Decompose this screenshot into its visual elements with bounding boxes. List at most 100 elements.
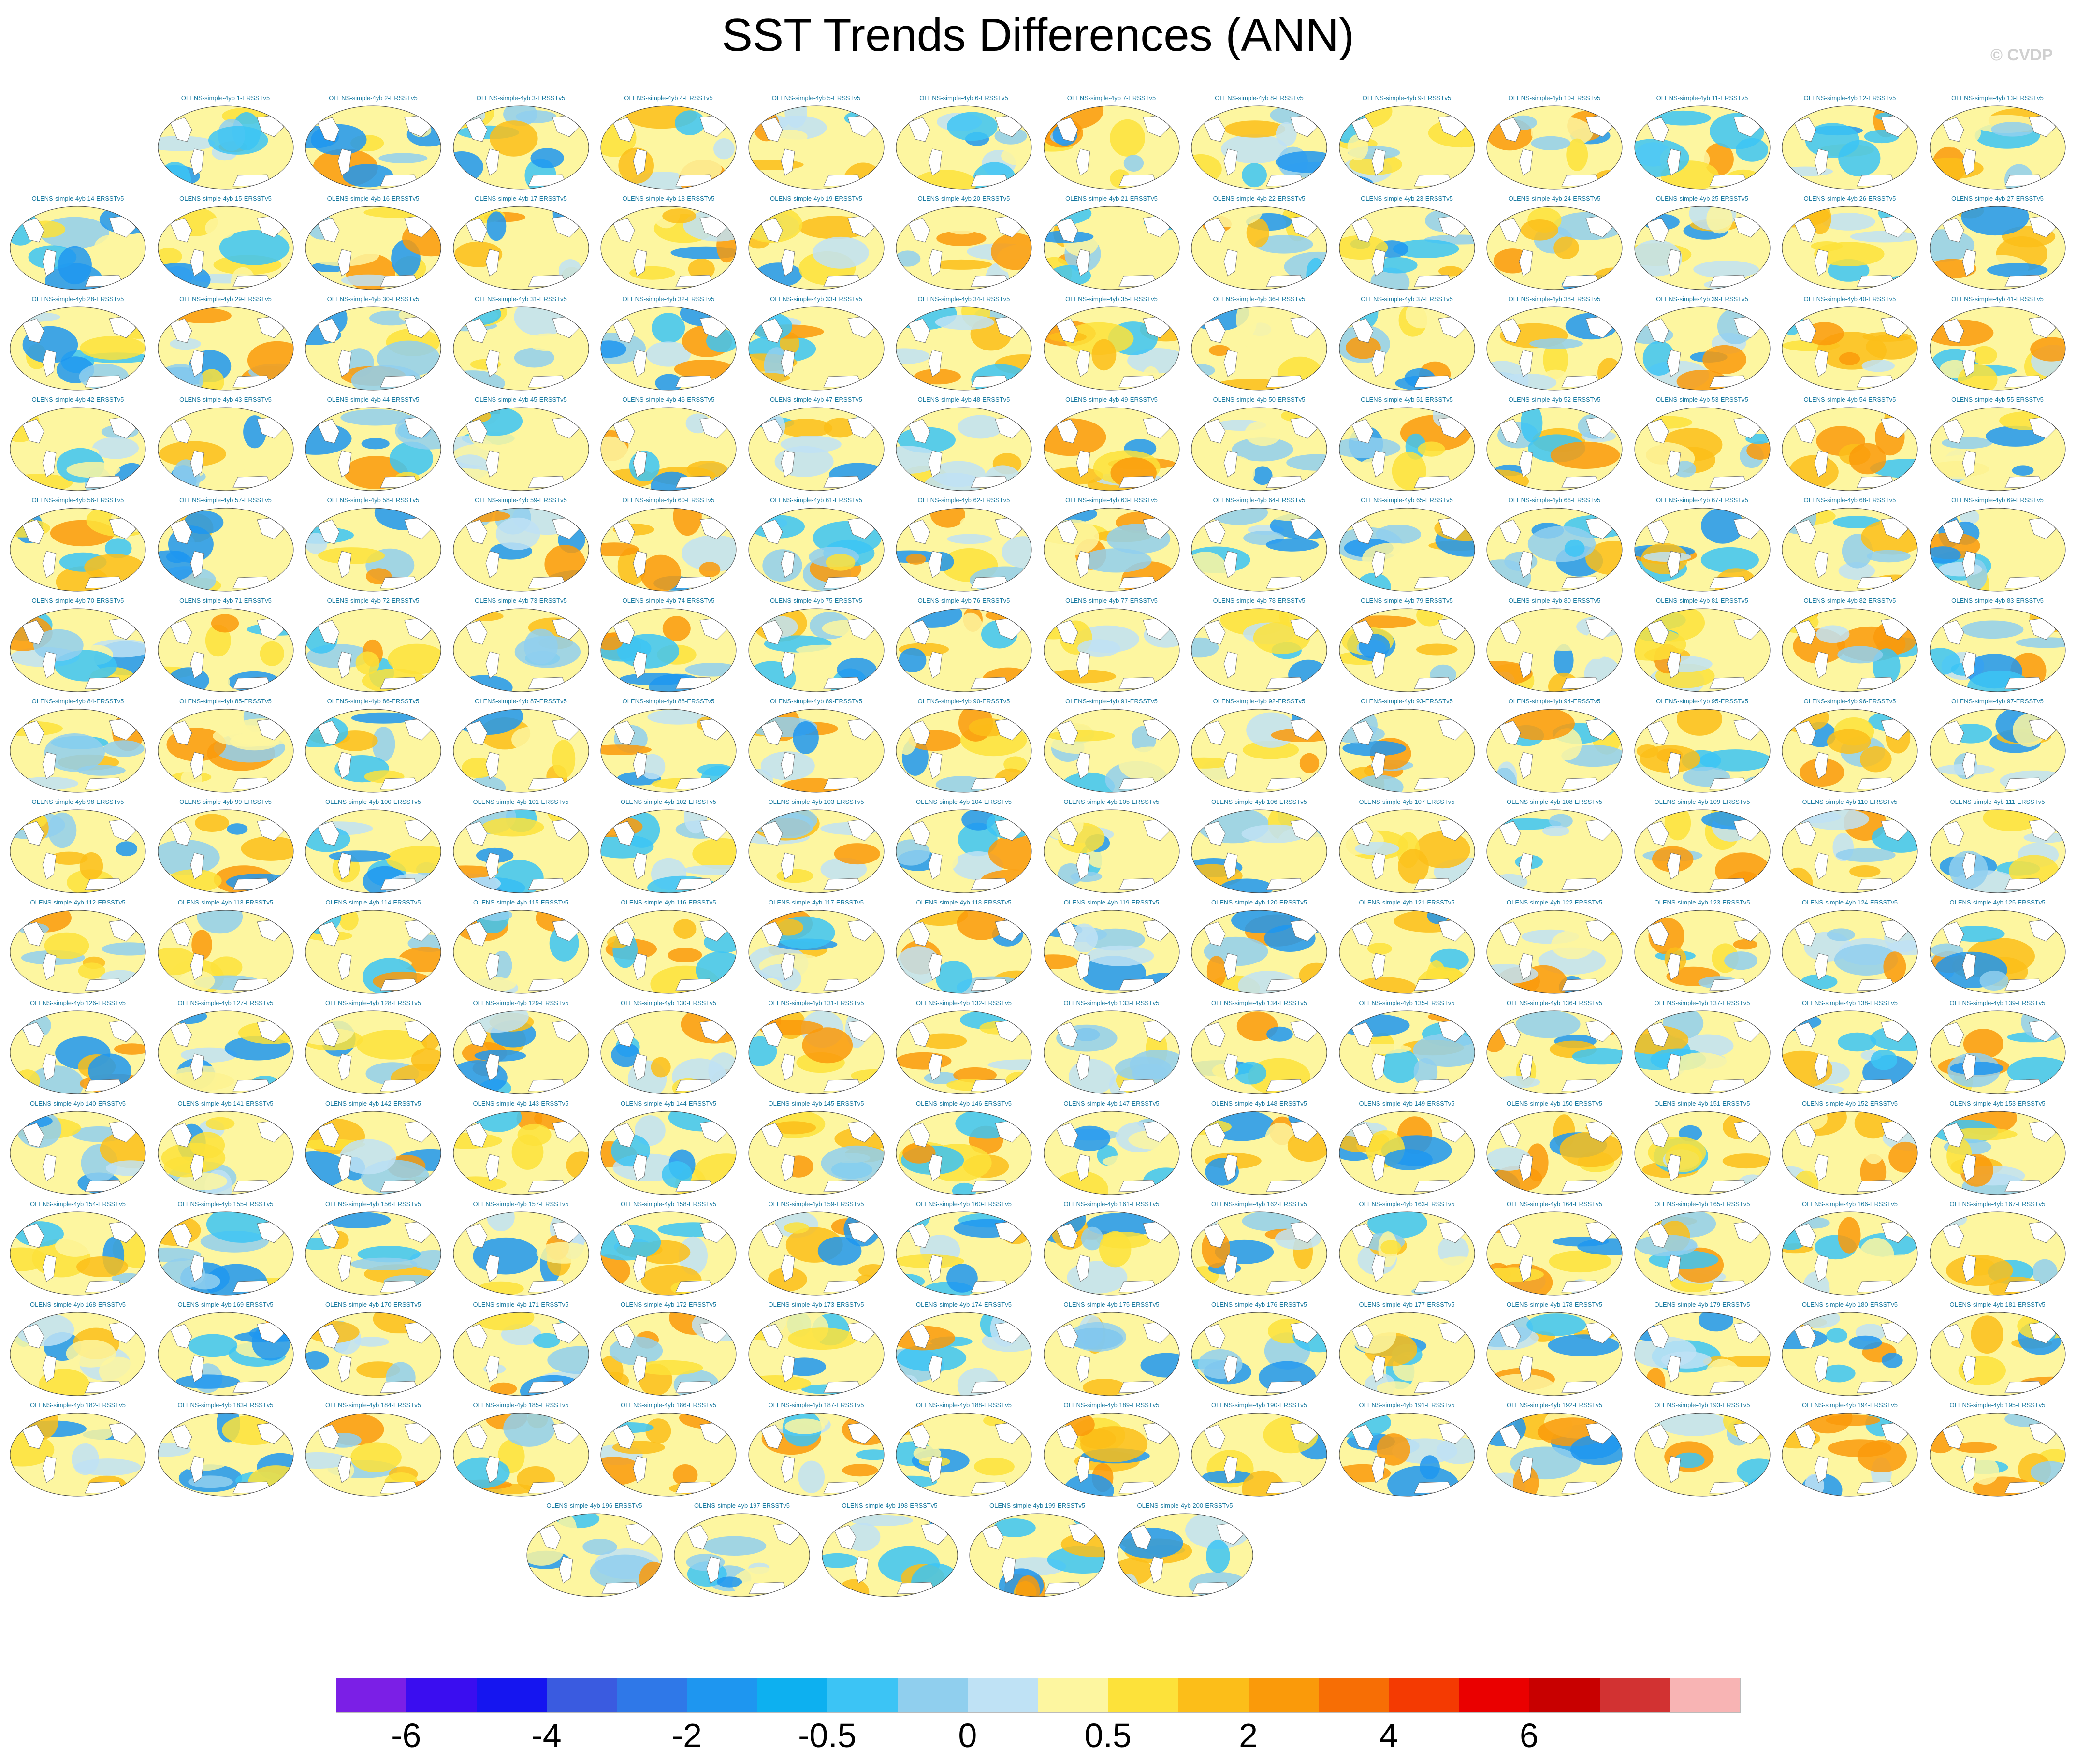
map-panel: OLENS-simple-4yb 157-ERSSTv5 xyxy=(451,1200,591,1302)
map-panel-label: OLENS-simple-4yb 158-ERSSTv5 xyxy=(621,1200,716,1208)
map-panel: OLENS-simple-4yb 13-ERSSTv5 xyxy=(1928,94,2068,196)
globe-map xyxy=(1486,1010,1623,1094)
map-panel-label: OLENS-simple-4yb 24-ERSSTv5 xyxy=(1508,195,1601,202)
map-panel-label: OLENS-simple-4yb 165-ERSSTv5 xyxy=(1654,1200,1750,1208)
globe-map xyxy=(526,1513,662,1597)
map-panel-label: OLENS-simple-4yb 96-ERSSTv5 xyxy=(1803,698,1896,705)
map-panel-label: OLENS-simple-4yb 123-ERSSTv5 xyxy=(1654,899,1750,906)
globe-map xyxy=(1117,1513,1253,1597)
map-panel-label: OLENS-simple-4yb 15-ERSSTv5 xyxy=(179,195,272,202)
map-panel-label: OLENS-simple-4yb 82-ERSSTv5 xyxy=(1803,597,1896,604)
map-panel: OLENS-simple-4yb 5-ERSSTv5 xyxy=(746,94,886,196)
globe-map xyxy=(1782,910,1918,994)
map-panel: OLENS-simple-4yb 137-ERSSTv5 xyxy=(1632,999,1772,1101)
globe-map xyxy=(1634,608,1770,692)
globe-map xyxy=(1634,407,1770,491)
map-panel: OLENS-simple-4yb 160-ERSSTv5 xyxy=(894,1200,1034,1302)
globe-map xyxy=(822,1513,958,1597)
map-panel: OLENS-simple-4yb 64-ERSSTv5 xyxy=(1189,496,1329,598)
globe-map xyxy=(1782,306,1918,391)
map-panel: OLENS-simple-4yb 68-ERSSTv5 xyxy=(1780,496,1920,598)
globe-map xyxy=(1191,1413,1327,1497)
map-panel: OLENS-simple-4yb 71-ERSSTv5 xyxy=(156,597,296,699)
globe-map xyxy=(1486,206,1623,290)
map-panel: OLENS-simple-4yb 115-ERSSTv5 xyxy=(451,899,591,1000)
map-panel: OLENS-simple-4yb 107-ERSSTv5 xyxy=(1337,798,1477,900)
map-panel-label: OLENS-simple-4yb 200-ERSSTv5 xyxy=(1137,1502,1233,1509)
map-panel-label: OLENS-simple-4yb 83-ERSSTv5 xyxy=(1951,597,2044,604)
map-panel-label: OLENS-simple-4yb 131-ERSSTv5 xyxy=(768,999,864,1006)
globe-map xyxy=(969,1513,1105,1597)
map-panel: OLENS-simple-4yb 127-ERSSTv5 xyxy=(156,999,296,1101)
map-panel-label: OLENS-simple-4yb 122-ERSSTv5 xyxy=(1507,899,1602,906)
map-panel: OLENS-simple-4yb 9-ERSSTv5 xyxy=(1337,94,1477,196)
map-panel-label: OLENS-simple-4yb 100-ERSSTv5 xyxy=(325,798,421,805)
globe-map xyxy=(1044,1111,1179,1195)
map-panel-label: OLENS-simple-4yb 98-ERSSTv5 xyxy=(31,798,124,805)
map-panel: OLENS-simple-4yb 97-ERSSTv5 xyxy=(1928,698,2068,799)
map-panel-label: OLENS-simple-4yb 36-ERSSTv5 xyxy=(1213,295,1306,303)
map-panel: OLENS-simple-4yb 84-ERSSTv5 xyxy=(8,698,148,799)
map-panel-label: OLENS-simple-4yb 176-ERSSTv5 xyxy=(1211,1301,1307,1308)
globe-map xyxy=(1782,608,1918,692)
globe-map xyxy=(1930,1211,2065,1296)
map-panel-label: OLENS-simple-4yb 141-ERSSTv5 xyxy=(177,1100,274,1107)
map-panel: OLENS-simple-4yb 58-ERSSTv5 xyxy=(303,496,443,598)
map-panel-label: OLENS-simple-4yb 30-ERSSTv5 xyxy=(327,295,420,303)
globe-map xyxy=(600,508,737,592)
map-panel-label: OLENS-simple-4yb 180-ERSSTv5 xyxy=(1802,1301,1898,1308)
map-panel-label: OLENS-simple-4yb 35-ERSSTv5 xyxy=(1065,295,1158,303)
map-panel-label: OLENS-simple-4yb 87-ERSSTv5 xyxy=(475,698,567,705)
map-panel-label: OLENS-simple-4yb 22-ERSSTv5 xyxy=(1213,195,1306,202)
globe-map xyxy=(1191,809,1327,893)
map-panel: OLENS-simple-4yb 168-ERSSTv5 xyxy=(8,1301,148,1402)
map-panel: OLENS-simple-4yb 199-ERSSTv5 xyxy=(967,1502,1107,1604)
map-panel-label: OLENS-simple-4yb 126-ERSSTv5 xyxy=(30,999,126,1006)
map-panel: OLENS-simple-4yb 180-ERSSTv5 xyxy=(1780,1301,1920,1402)
map-panel-label: OLENS-simple-4yb 67-ERSSTv5 xyxy=(1656,496,1748,504)
globe-map xyxy=(600,1010,737,1094)
map-panel: OLENS-simple-4yb 88-ERSSTv5 xyxy=(598,698,739,799)
map-panel-label: OLENS-simple-4yb 155-ERSSTv5 xyxy=(177,1200,274,1208)
map-panel: OLENS-simple-4yb 189-ERSSTv5 xyxy=(1042,1401,1182,1503)
map-panel: OLENS-simple-4yb 56-ERSSTv5 xyxy=(8,496,148,598)
globe-map xyxy=(10,1010,146,1094)
globe-map xyxy=(10,709,146,793)
map-panel: OLENS-simple-4yb 135-ERSSTv5 xyxy=(1337,999,1477,1101)
colorbar-swatch xyxy=(1249,1678,1319,1712)
globe-map xyxy=(1044,809,1179,893)
map-panel: OLENS-simple-4yb 101-ERSSTv5 xyxy=(451,798,591,900)
map-panel: OLENS-simple-4yb 61-ERSSTv5 xyxy=(746,496,886,598)
map-panel: OLENS-simple-4yb 177-ERSSTv5 xyxy=(1337,1301,1477,1402)
map-panel: OLENS-simple-4yb 53-ERSSTv5 xyxy=(1632,396,1772,497)
map-panel-label: OLENS-simple-4yb 173-ERSSTv5 xyxy=(768,1301,864,1308)
map-panel: OLENS-simple-4yb 25-ERSSTv5 xyxy=(1632,195,1772,296)
globe-map xyxy=(1191,1111,1327,1195)
watermark: © CVDP xyxy=(1990,46,2053,64)
map-panel: OLENS-simple-4yb 59-ERSSTv5 xyxy=(451,496,591,598)
globe-map xyxy=(1782,206,1918,290)
map-panel: OLENS-simple-4yb 23-ERSSTv5 xyxy=(1337,195,1477,296)
globe-map xyxy=(600,1211,737,1296)
map-panel-label: OLENS-simple-4yb 38-ERSSTv5 xyxy=(1508,295,1601,303)
map-panel-label: OLENS-simple-4yb 63-ERSSTv5 xyxy=(1065,496,1158,504)
map-panel: OLENS-simple-4yb 42-ERSSTv5 xyxy=(8,396,148,497)
globe-map xyxy=(1339,809,1475,893)
globe-map xyxy=(896,306,1032,391)
map-panel-label: OLENS-simple-4yb 43-ERSSTv5 xyxy=(179,396,272,403)
map-panel: OLENS-simple-4yb 129-ERSSTv5 xyxy=(451,999,591,1101)
globe-map xyxy=(453,1211,589,1296)
map-panel-label: OLENS-simple-4yb 57-ERSSTv5 xyxy=(179,496,272,504)
map-panel-label: OLENS-simple-4yb 61-ERSSTv5 xyxy=(770,496,862,504)
map-panel: OLENS-simple-4yb 143-ERSSTv5 xyxy=(451,1100,591,1201)
map-panel: OLENS-simple-4yb 10-ERSSTv5 xyxy=(1484,94,1625,196)
map-panel-label: OLENS-simple-4yb 73-ERSSTv5 xyxy=(475,597,567,604)
map-panel-label: OLENS-simple-4yb 14-ERSSTv5 xyxy=(31,195,124,202)
map-panel-label: OLENS-simple-4yb 12-ERSSTv5 xyxy=(1803,94,1896,102)
map-panel: OLENS-simple-4yb 4-ERSSTv5 xyxy=(598,94,739,196)
map-panel: OLENS-simple-4yb 170-ERSSTv5 xyxy=(303,1301,443,1402)
globe-map xyxy=(158,608,293,692)
map-panel-label: OLENS-simple-4yb 185-ERSSTv5 xyxy=(473,1401,569,1409)
map-panel-label: OLENS-simple-4yb 39-ERSSTv5 xyxy=(1656,295,1748,303)
map-panel: OLENS-simple-4yb 95-ERSSTv5 xyxy=(1632,698,1772,799)
